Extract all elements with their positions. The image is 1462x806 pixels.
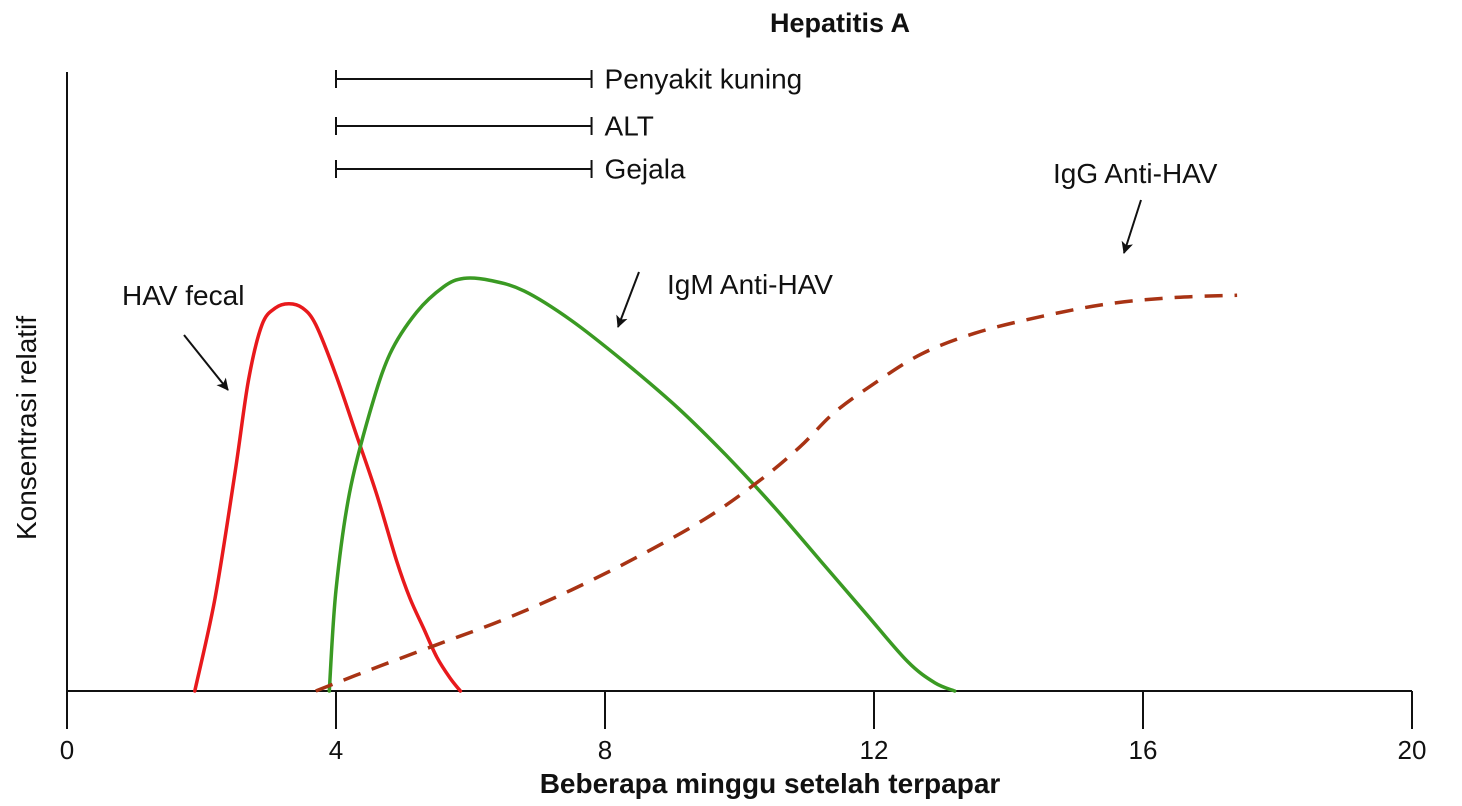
arrow-igg-anti-hav (1121, 199, 1142, 254)
x-tick-label-0: 0 (60, 735, 74, 765)
x-tick-label-4: 4 (329, 735, 343, 765)
x-tick-label-8: 8 (598, 735, 612, 765)
duration-intervals: Penyakit kuning ALT Gejala (335, 63, 803, 184)
label-hav-fecal: HAV fecal (122, 280, 244, 311)
x-ticks: 0 4 8 12 16 20 (60, 691, 1427, 765)
label-igm-anti-hav: IgM Anti-HAV (667, 269, 833, 300)
series-line-hav-fecal (193, 301, 463, 693)
label-igg-anti-hav: IgG Anti-HAV (1053, 158, 1218, 189)
series-line-igm-anti-hav (327, 276, 957, 693)
series-lines (193, 276, 1238, 693)
interval-gejala: Gejala (335, 153, 686, 184)
arrow-hav-fecal (183, 334, 229, 391)
x-axis-label: Beberapa minggu setelah terpapar (540, 768, 1001, 799)
x-tick-label-12: 12 (860, 735, 889, 765)
series-line-igg-anti-hav (315, 293, 1238, 693)
chart-title: Hepatitis A (770, 8, 910, 38)
series-annotations: HAV fecal IgM Anti-HAV IgG Anti-HAV (122, 158, 1218, 391)
interval-label-gejala: Gejala (605, 153, 686, 184)
x-tick-label-16: 16 (1129, 735, 1158, 765)
interval-alt: ALT (335, 110, 654, 141)
axes: 0 4 8 12 16 20 (60, 72, 1427, 765)
y-axis-label: Konsentrasi relatif (11, 316, 42, 540)
x-tick-label-20: 20 (1398, 735, 1427, 765)
arrow-igm-anti-hav (616, 271, 640, 328)
interval-penyakit-kuning: Penyakit kuning (335, 63, 803, 94)
interval-label-penyakit-kuning: Penyakit kuning (605, 63, 803, 94)
interval-label-alt: ALT (605, 110, 654, 141)
